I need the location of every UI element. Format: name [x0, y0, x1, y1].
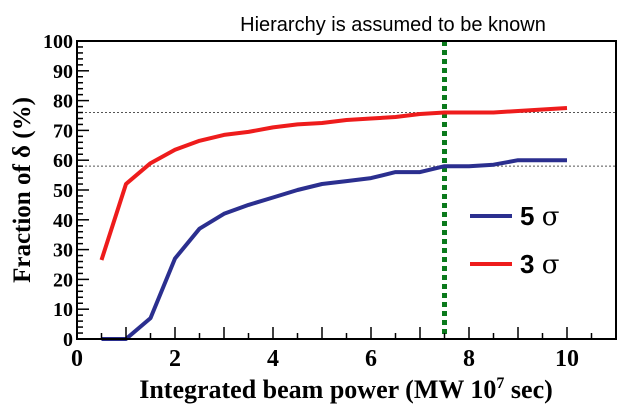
x-tick-label: 6 — [365, 346, 377, 372]
legend: 5 σ 3 σ — [470, 201, 559, 280]
y-tick-label: 50 — [53, 180, 73, 202]
x-axis-label-end: sec) — [504, 375, 552, 404]
reference-lines — [77, 41, 616, 339]
series-lines — [99, 106, 568, 341]
y-tick-label: 40 — [53, 210, 73, 232]
x-axis-label: Integrated beam power (MW 107 sec) — [139, 375, 553, 404]
legend-label-1: 3 σ — [520, 249, 559, 280]
plot-frame — [76, 40, 617, 340]
x-axis-label-sup: 7 — [496, 375, 504, 392]
y-axis: 0 10 20 30 40 50 60 70 80 90 100 — [43, 31, 89, 351]
series-line-0 — [101, 158, 567, 341]
x-tick-label: 4 — [267, 346, 279, 372]
y-tick-label: 60 — [53, 150, 73, 172]
x-axis: 0 2 4 6 8 10 — [71, 327, 617, 372]
y-tick-label: 100 — [43, 31, 73, 53]
x-tick-label: 2 — [169, 346, 181, 372]
y-tick-label: 70 — [53, 120, 73, 142]
y-tick-label: 0 — [63, 329, 73, 351]
y-tick-label: 80 — [53, 91, 73, 113]
y-tick-label: 20 — [53, 269, 73, 291]
x-tick-label: 10 — [555, 346, 579, 372]
x-tick-label: 8 — [463, 346, 475, 372]
chart-title: Hierarchy is assumed to be known — [240, 14, 546, 36]
y-tick-label: 10 — [53, 299, 73, 321]
y-tick-label: 30 — [53, 240, 73, 262]
x-tick-label: 0 — [71, 346, 83, 372]
legend-label-0: 5 σ — [520, 201, 559, 232]
series-line-1 — [99, 106, 568, 261]
y-tick-label: 90 — [53, 61, 73, 83]
y-axis-label: Fraction of δ (%) — [9, 97, 36, 283]
x-axis-label-main: Integrated beam power (MW 10 — [139, 375, 496, 404]
